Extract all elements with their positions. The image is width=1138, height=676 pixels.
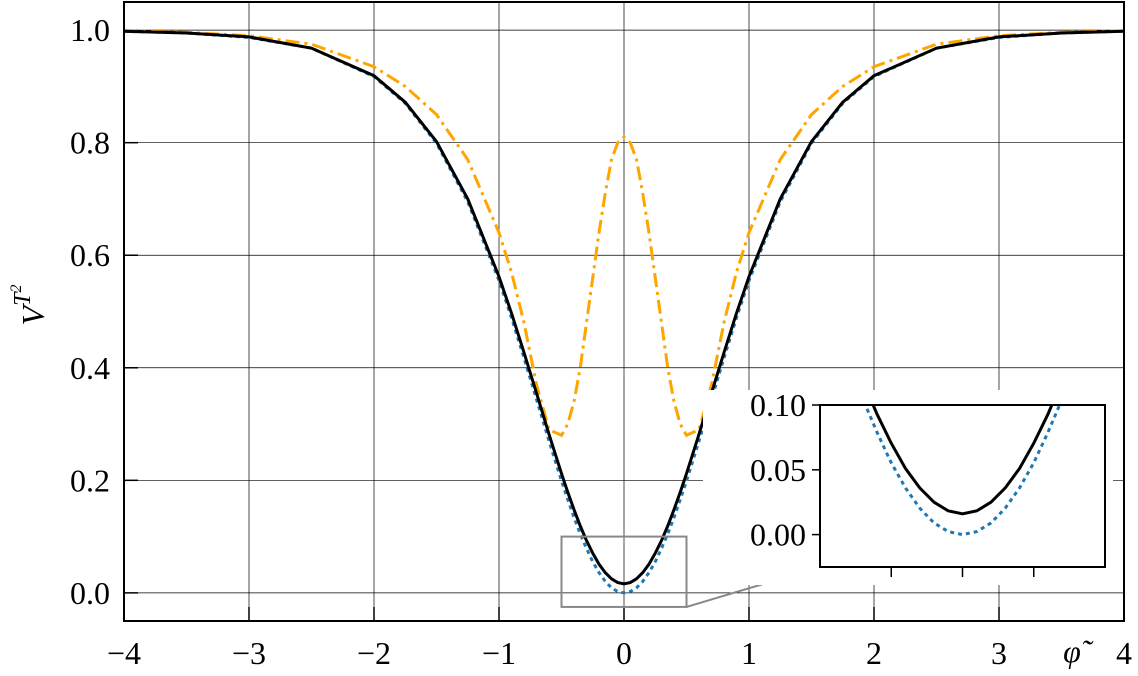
line-series: [124, 29, 1124, 438]
y-label-supsup: 2: [8, 285, 25, 293]
x-tick-label: −1: [482, 635, 516, 671]
y-tick-label: 0.0: [70, 575, 110, 611]
inset-y-tick-label: 0.05: [750, 452, 806, 488]
line-series: [124, 29, 1124, 586]
x-tick-label: −2: [357, 635, 391, 671]
line-series: [0, 0, 1138, 172]
y-label-sup: T: [10, 291, 36, 306]
x-tick-label: 3: [991, 635, 1007, 671]
inset-y-tick-label: 0.10: [750, 387, 806, 423]
y-tick-label: 0.4: [70, 350, 110, 386]
inset-plot: 0.00 0.05 0.10: [0, 0, 1138, 577]
x-tick-label: 0: [616, 635, 632, 671]
x-tick-label: 4: [1116, 635, 1132, 671]
x-axis-label: φ̃: [1063, 633, 1094, 669]
y-tick-label: 0.6: [70, 237, 110, 273]
y-tick-label: 0.8: [70, 125, 110, 161]
line-series: [124, 29, 1124, 595]
y-axis-label: VT2: [8, 285, 51, 326]
zoom-box: [560, 535, 688, 608]
x-tick-label: −4: [107, 635, 141, 671]
x-tick-label: −3: [232, 635, 266, 671]
inset-y-tick-label: 0.00: [750, 517, 806, 553]
y-label-base: V: [15, 302, 51, 325]
x-tick-label: 1: [741, 635, 757, 671]
inset-frame: [819, 404, 1106, 568]
y-tick-label: 0.2: [70, 462, 110, 498]
line-series: [871, 405, 1054, 516]
y-tick-label: 1.0: [70, 12, 110, 48]
frame: [123, 1, 1125, 622]
x-tick-label: 2: [866, 635, 882, 671]
